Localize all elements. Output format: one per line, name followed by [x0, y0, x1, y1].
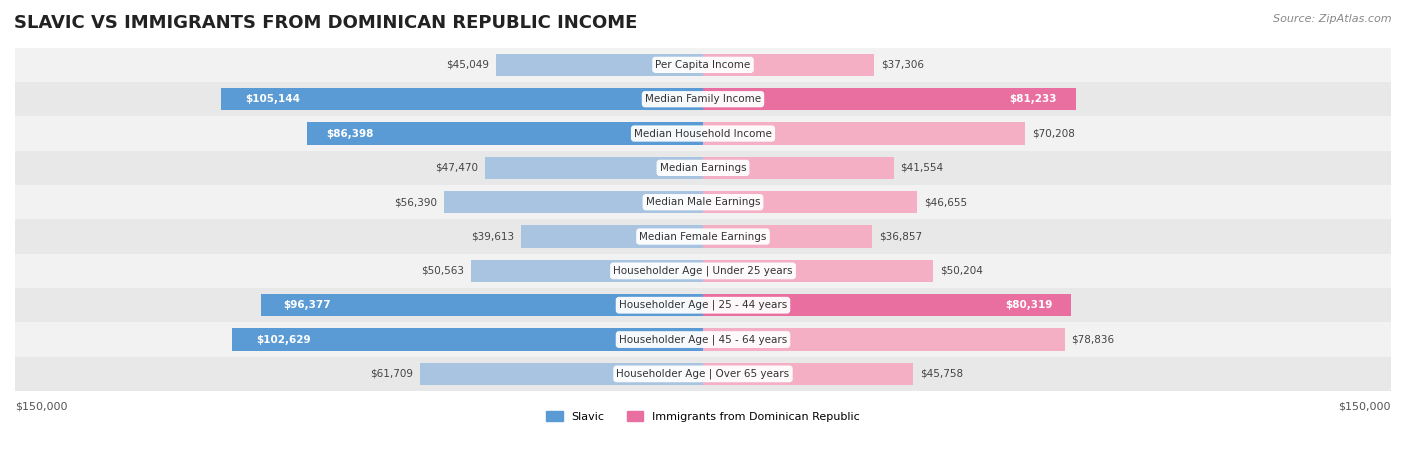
Bar: [703, 363, 912, 385]
Bar: [15, 185, 1391, 219]
Legend: Slavic, Immigrants from Dominican Republic: Slavic, Immigrants from Dominican Republ…: [541, 407, 865, 427]
Text: $56,390: $56,390: [395, 197, 437, 207]
Bar: [703, 191, 917, 213]
Bar: [15, 357, 1391, 391]
Bar: [15, 322, 1391, 357]
Text: Householder Age | 45 - 64 years: Householder Age | 45 - 64 years: [619, 334, 787, 345]
Text: $150,000: $150,000: [1339, 401, 1391, 411]
Bar: [15, 288, 1391, 322]
Bar: [703, 260, 934, 282]
Bar: [703, 88, 1076, 110]
Text: Source: ZipAtlas.com: Source: ZipAtlas.com: [1274, 14, 1392, 24]
Bar: [307, 122, 703, 145]
Text: $70,208: $70,208: [1032, 128, 1074, 139]
Text: $36,857: $36,857: [879, 232, 922, 241]
Text: $102,629: $102,629: [256, 334, 311, 345]
Text: Householder Age | Under 25 years: Householder Age | Under 25 years: [613, 266, 793, 276]
Text: $86,398: $86,398: [326, 128, 374, 139]
Bar: [15, 254, 1391, 288]
Text: Per Capita Income: Per Capita Income: [655, 60, 751, 70]
Text: $105,144: $105,144: [245, 94, 299, 104]
Text: $41,554: $41,554: [900, 163, 943, 173]
Bar: [15, 219, 1391, 254]
Bar: [444, 191, 703, 213]
Text: $45,049: $45,049: [447, 60, 489, 70]
Text: $50,204: $50,204: [941, 266, 983, 276]
Bar: [496, 54, 703, 76]
Bar: [522, 226, 703, 248]
Bar: [703, 122, 1025, 145]
Bar: [262, 294, 703, 316]
Text: Householder Age | Over 65 years: Householder Age | Over 65 years: [616, 368, 790, 379]
Bar: [420, 363, 703, 385]
Text: $61,709: $61,709: [370, 369, 413, 379]
Bar: [221, 88, 703, 110]
Text: Median Household Income: Median Household Income: [634, 128, 772, 139]
Text: $78,836: $78,836: [1071, 334, 1115, 345]
Text: Householder Age | 25 - 44 years: Householder Age | 25 - 44 years: [619, 300, 787, 311]
Bar: [703, 54, 875, 76]
Text: Median Male Earnings: Median Male Earnings: [645, 197, 761, 207]
Bar: [15, 116, 1391, 151]
Bar: [703, 226, 872, 248]
Bar: [232, 328, 703, 351]
Bar: [703, 294, 1071, 316]
Bar: [471, 260, 703, 282]
Bar: [15, 48, 1391, 82]
Bar: [15, 82, 1391, 116]
Text: $81,233: $81,233: [1010, 94, 1057, 104]
Text: $50,563: $50,563: [422, 266, 464, 276]
Text: $80,319: $80,319: [1005, 300, 1053, 310]
Text: Median Family Income: Median Family Income: [645, 94, 761, 104]
Text: $47,470: $47,470: [436, 163, 478, 173]
Bar: [485, 157, 703, 179]
Bar: [15, 151, 1391, 185]
Text: $96,377: $96,377: [283, 300, 330, 310]
Bar: [703, 328, 1064, 351]
Text: $150,000: $150,000: [15, 401, 67, 411]
Text: $37,306: $37,306: [882, 60, 924, 70]
Text: $39,613: $39,613: [471, 232, 515, 241]
Text: Median Female Earnings: Median Female Earnings: [640, 232, 766, 241]
Text: SLAVIC VS IMMIGRANTS FROM DOMINICAN REPUBLIC INCOME: SLAVIC VS IMMIGRANTS FROM DOMINICAN REPU…: [14, 14, 637, 32]
Bar: [703, 157, 894, 179]
Text: Median Earnings: Median Earnings: [659, 163, 747, 173]
Text: $45,758: $45,758: [920, 369, 963, 379]
Text: $46,655: $46,655: [924, 197, 967, 207]
